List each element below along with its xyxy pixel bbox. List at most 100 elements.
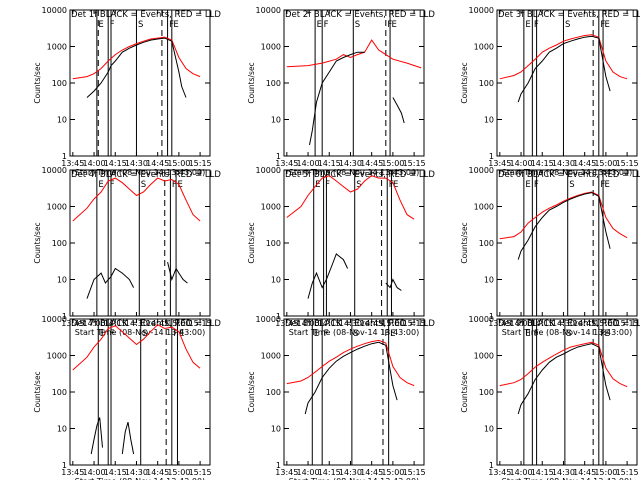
y-tick-label: 1: [489, 312, 494, 321]
x-tick-label: 15:15: [403, 159, 426, 168]
y-tick-label: 1: [276, 152, 281, 161]
x-tick-label: 13:45: [275, 319, 298, 328]
y-tick-label: 1000: [47, 352, 67, 361]
y-tick-label: 1000: [47, 203, 67, 212]
marker-label: S: [569, 180, 574, 190]
y-axis-label: Counts/sec: [460, 222, 469, 263]
x-tick-label: 15:00: [381, 319, 404, 328]
marker-label: E: [178, 180, 183, 190]
lld-series-line: [72, 324, 201, 371]
x-tick-label: 14:45: [360, 159, 383, 168]
x-axis-label: Start Time (08-Nov-14 13:43:00): [75, 168, 205, 177]
marker-label: S: [355, 20, 360, 30]
x-tick-label: 14:15: [104, 319, 127, 328]
y-axis-label: Counts/sec: [247, 62, 256, 103]
x-tick-label: 14:00: [83, 159, 106, 168]
y-tick-label: 10000: [42, 315, 67, 324]
x-tick-label: 13:45: [61, 319, 84, 328]
marker-label: F: [110, 329, 115, 339]
marker-label: F: [173, 329, 178, 339]
plot-title: Det 2f BLACK = Events, RED = LLD: [285, 10, 435, 20]
plot-frame: [283, 318, 425, 466]
marker-label: E: [315, 180, 320, 190]
marker-label: F: [110, 20, 115, 30]
x-tick-label: 14:15: [104, 159, 127, 168]
x-tick-label: 15:00: [167, 468, 190, 477]
y-tick-label: 1000: [474, 203, 494, 212]
y-tick-label: 10: [57, 116, 67, 125]
y-tick-label: 10: [271, 116, 281, 125]
x-tick-label: 15:15: [616, 468, 639, 477]
x-tick-label: 14:45: [573, 159, 596, 168]
lld-series-line: [286, 339, 415, 387]
y-tick-label: 10: [484, 116, 494, 125]
lld-series-line: [499, 341, 628, 388]
events-series-line: [86, 267, 135, 299]
y-tick-label: 10000: [469, 315, 494, 324]
y-tick-label: 100: [479, 388, 494, 397]
plot-title: Det 7f BLACK = Events, RED = LLD: [71, 319, 221, 329]
x-tick-label: 15:00: [594, 468, 617, 477]
y-tick-label: 100: [52, 239, 67, 248]
y-tick-label: 100: [52, 388, 67, 397]
marker-label: E: [525, 329, 530, 339]
events-series-line: [167, 261, 188, 284]
plot-frame: [496, 169, 638, 317]
marker-label: E: [605, 180, 610, 190]
x-tick-label: 13:45: [275, 159, 298, 168]
x-tick-label: 14:15: [318, 159, 341, 168]
x-tick-label: 13:45: [61, 159, 84, 168]
x-tick-label: 13:45: [61, 468, 84, 477]
plot-title: Det 6f BLACK = Events, RED = LLD: [498, 170, 640, 180]
y-tick-label: 10000: [256, 166, 281, 175]
y-tick-label: 10000: [256, 315, 281, 324]
y-tick-label: 100: [52, 79, 67, 88]
marker-label: E: [317, 20, 322, 30]
marker-label: E: [605, 20, 610, 30]
events-series-line: [307, 253, 349, 299]
y-axis-label: Counts/sec: [33, 222, 42, 263]
y-tick-label: 100: [266, 388, 281, 397]
events-series-line: [392, 97, 405, 124]
x-tick-label: 14:30: [552, 159, 575, 168]
lld-series-line: [286, 39, 422, 69]
y-tick-label: 10: [484, 425, 494, 434]
x-tick-label: 15:00: [594, 159, 617, 168]
lld-series-line: [499, 34, 628, 80]
x-tick-label: 15:15: [616, 159, 639, 168]
marker-label: S: [353, 329, 358, 339]
x-tick-label: 14:15: [318, 468, 341, 477]
x-tick-label: 14:45: [146, 468, 169, 477]
x-tick-label: 15:15: [403, 319, 426, 328]
y-tick-label: 10: [271, 425, 281, 434]
x-tick-label: 14:45: [573, 319, 596, 328]
x-tick-label: 14:30: [125, 468, 148, 477]
x-tick-label: 13:45: [488, 468, 511, 477]
marker-label: F: [110, 180, 115, 190]
y-tick-label: 1: [489, 461, 494, 470]
y-axis-label: Counts/sec: [247, 371, 256, 412]
events-series-line: [90, 417, 103, 455]
lld-series-line: [286, 175, 415, 220]
y-tick-label: 10000: [469, 166, 494, 175]
plot-title: Det 3f BLACK = Events, RED = LLD: [498, 10, 640, 20]
marker-label: S: [142, 329, 147, 339]
y-tick-label: 1: [276, 312, 281, 321]
y-tick-label: 1: [62, 152, 67, 161]
y-axis-label: Counts/sec: [33, 371, 42, 412]
x-tick-label: 14:00: [297, 468, 320, 477]
marker-label: E: [390, 329, 395, 339]
x-axis-label: Start Time (08-Nov-14 13:43:00): [502, 328, 632, 337]
x-tick-label: 14:30: [552, 468, 575, 477]
x-tick-label: 14:15: [531, 468, 554, 477]
x-axis-label: Start Time (08-Nov-14 13:43:00): [289, 168, 419, 177]
x-axis-label: Start Time (08-Nov-14 13:43:00): [75, 477, 205, 480]
marker-label: E: [179, 329, 184, 339]
plot-title: Det 9f BLACK = Events, RED = LLD: [498, 319, 640, 329]
x-tick-label: 15:00: [167, 319, 190, 328]
marker-label: E: [100, 329, 105, 339]
x-tick-label: 13:45: [275, 468, 298, 477]
lld-series-line: [499, 191, 628, 240]
x-tick-label: 15:15: [403, 468, 426, 477]
marker-label: S: [141, 180, 146, 190]
